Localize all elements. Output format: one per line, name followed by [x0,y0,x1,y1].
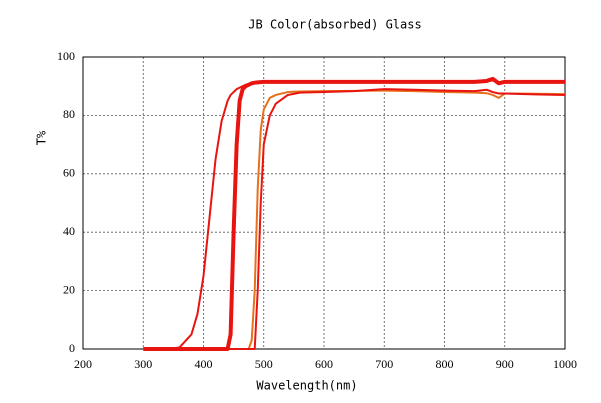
x-axis-label: Wavelength(nm) [256,379,357,393]
x-tick-label: 500 [255,357,273,371]
y-tick-label: 80 [63,107,75,121]
x-tick-label: 700 [375,357,393,371]
x-tick-label: 200 [74,357,92,371]
chart-title: JB Color(absorbed) Glass [248,18,421,32]
y-tick-label: 100 [57,49,75,63]
x-tick-label: 400 [195,357,213,371]
series-line [143,79,565,350]
series-line [143,89,566,350]
y-tick-label: 60 [63,166,75,180]
x-tick-label: 1000 [553,357,577,371]
x-tick-label: 800 [436,357,454,371]
y-tick-label: 0 [69,341,75,355]
y-tick-label: 40 [63,224,75,238]
x-tick-label: 900 [496,357,514,371]
x-tick-label: 600 [315,357,333,371]
y-axis-label: T% [35,130,49,145]
x-tick-label: 300 [134,357,152,371]
plot-frame [82,56,566,350]
series-line [143,88,566,350]
series-line [143,76,565,351]
y-tick-label: 20 [63,282,75,296]
